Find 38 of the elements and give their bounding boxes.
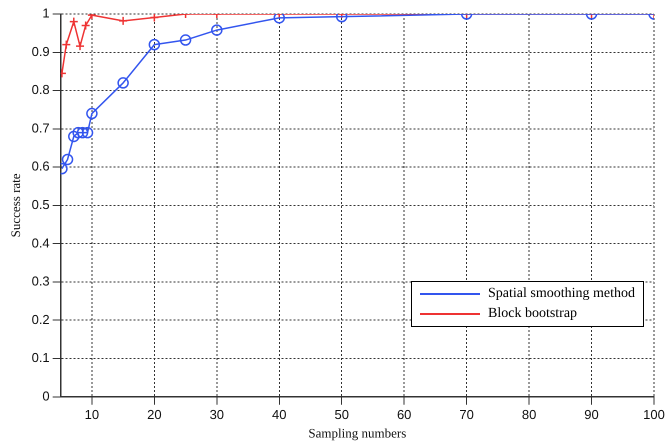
legend-label: Spatial smoothing method: [488, 286, 635, 302]
y-axis-title: Success rate: [8, 173, 24, 238]
y-tick-label: 0.2: [32, 312, 50, 327]
x-tick-label: 70: [459, 407, 474, 422]
y-tick-label: 1: [42, 6, 50, 21]
y-tick-label: 0.6: [32, 158, 50, 174]
point: [86, 108, 98, 120]
y-tick-label: 0.5: [32, 196, 50, 212]
y-tick-label: 0.3: [32, 274, 50, 289]
y-tick-label: 0.8: [32, 82, 50, 98]
x-tick-label: 90: [584, 407, 599, 422]
point: [62, 40, 72, 50]
point: [180, 34, 192, 46]
y-tick-label: 0.1: [32, 350, 50, 366]
point: [82, 126, 94, 138]
y-tick-label: 0.4: [32, 235, 50, 250]
point: [150, 14, 160, 22]
point: [72, 126, 84, 138]
point: [117, 77, 129, 89]
x-axis-title: Sampling numbers: [308, 426, 406, 441]
legend-label: Block bootstrap: [488, 306, 578, 322]
point: [274, 14, 286, 24]
point: [62, 154, 74, 166]
point: [75, 41, 85, 51]
y-tick-label: 0: [42, 388, 50, 404]
x-tick-label: 10: [84, 407, 100, 422]
point: [68, 130, 80, 142]
x-tick-label: 60: [396, 407, 412, 422]
x-tick-label: 20: [147, 407, 162, 422]
x-tick-label: 40: [272, 407, 286, 422]
x-tick-label: 80: [522, 407, 536, 422]
x-tick-label: 50: [334, 407, 349, 422]
x-tick-label: 30: [210, 407, 224, 422]
y-tick-label: 0.7: [32, 120, 50, 136]
y-tick-label: 0.9: [32, 44, 50, 59]
point: [148, 38, 160, 50]
x-tick-label: 100: [643, 407, 665, 422]
point: [76, 126, 88, 138]
